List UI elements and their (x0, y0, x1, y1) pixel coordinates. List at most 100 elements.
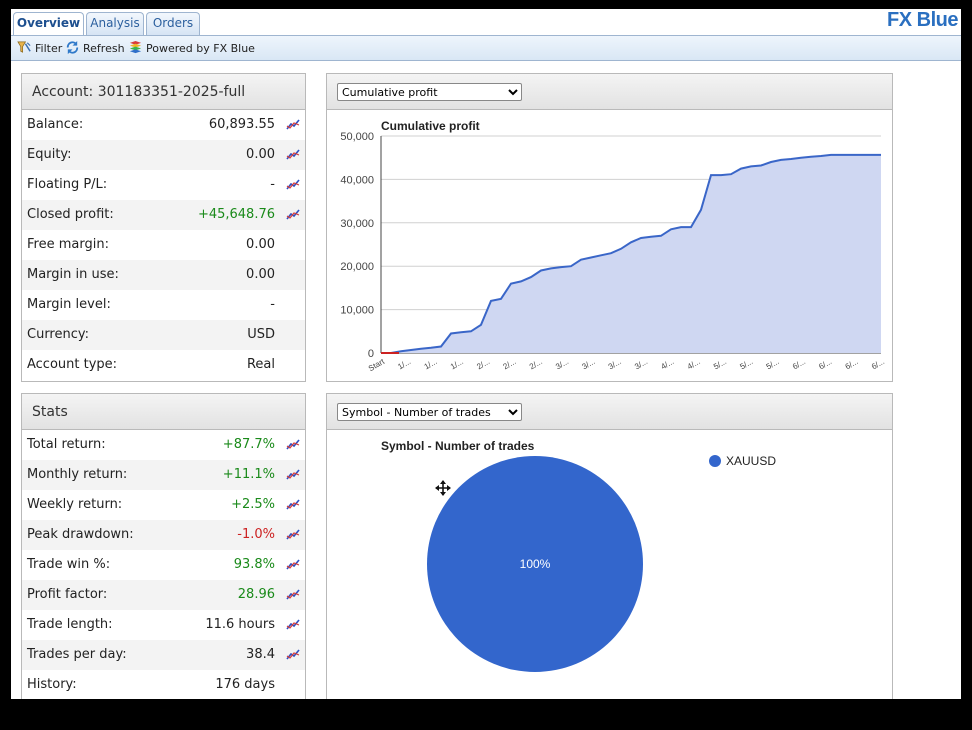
pie-chart-panel: Symbol - Number of trades Symbol - Numbe… (326, 393, 893, 699)
pie-slice[interactable] (427, 456, 643, 672)
filter-button[interactable]: Filter (17, 40, 62, 57)
account-rows: Balance: 60,893.55 Equity: 0.00 Floating P/L… (22, 110, 305, 380)
x-tick-label: 6/... (844, 357, 860, 371)
chart-type-select[interactable]: Cumulative profit (337, 83, 522, 101)
stats-title: Stats (22, 394, 305, 430)
powered-by-label: Powered by FX Blue (146, 42, 255, 55)
profit-chart-area: Cumulative profit 0 10,000 20,000 30,000 40,0… (327, 110, 892, 385)
refresh-label: Refresh (83, 42, 125, 55)
account-panel: Account: 301183351-2025-full Balance: 60,… (21, 73, 306, 382)
row-label: History: (27, 677, 77, 692)
account-row: Currency: USD (22, 320, 305, 350)
row-label: Equity: (27, 147, 72, 162)
legend-label: XAUUSD (726, 454, 776, 468)
x-tick-label: 1/... (449, 357, 465, 371)
x-tick-label: 2/... (528, 357, 544, 371)
fx-blue-logo: FX Blue (887, 9, 958, 31)
refresh-icon (66, 40, 79, 55)
row-label: Balance: (27, 117, 84, 132)
row-value: 28.96 (237, 587, 275, 602)
filter-icon (17, 41, 31, 53)
tab-analysis[interactable]: Analysis (86, 12, 144, 35)
row-value: 176 days (215, 677, 275, 692)
row-value: 60,893.55 (208, 117, 275, 132)
cumulative-profit-chart: Cumulative profit 0 10,000 20,000 30,000 40,0… (340, 119, 886, 373)
stats-row: Total return: +87.7% (22, 430, 305, 460)
mini-chart-icon[interactable] (286, 118, 300, 130)
x-tick-label: 2/... (502, 357, 518, 371)
y-tick-label: 10,000 (340, 305, 374, 317)
mini-chart-icon[interactable] (286, 588, 300, 600)
mini-chart-icon[interactable] (286, 468, 300, 480)
move-cursor-icon (435, 480, 451, 496)
row-label: Total return: (27, 437, 106, 452)
row-value: +11.1% (222, 467, 275, 482)
account-row: Balance: 60,893.55 (22, 110, 305, 140)
x-tick-label: 1/... (423, 357, 439, 371)
y-tick-label: 30,000 (340, 218, 374, 230)
row-value: 11.6 hours (205, 617, 275, 632)
row-label: Profit factor: (27, 587, 108, 602)
stats-row: Weekly return: +2.5% (22, 490, 305, 520)
stats-row: Trades per day: 38.4 (22, 640, 305, 670)
y-tick-label: 50,000 (340, 131, 374, 143)
account-row: Margin in use: 0.00 (22, 260, 305, 290)
breakdown-select[interactable]: Symbol - Number of trades (337, 403, 522, 421)
symbol-pie-chart: Symbol - Number of trades 100% XAUUSD (381, 439, 776, 672)
row-label: Account type: (27, 357, 118, 372)
account-row: Equity: 0.00 (22, 140, 305, 170)
mini-chart-icon[interactable] (286, 618, 300, 630)
pie-chart-area: Symbol - Number of trades 100% XAUUSD (327, 430, 892, 699)
row-label: Peak drawdown: (27, 527, 134, 542)
y-tick-label: 40,000 (340, 174, 374, 186)
row-value: USD (247, 327, 275, 342)
x-tick-label: 5/... (712, 357, 728, 371)
row-label: Currency: (27, 327, 90, 342)
mini-chart-icon[interactable] (286, 498, 300, 510)
app-window: Overview Analysis Orders FX Blue Filter … (11, 9, 961, 699)
x-tick-label: 4/... (659, 357, 675, 371)
mini-chart-icon[interactable] (286, 558, 300, 570)
series-area (381, 154, 881, 353)
tab-overview[interactable]: Overview (13, 12, 84, 36)
row-label: Margin in use: (27, 267, 119, 282)
stats-panel: Stats Total return: +87.7% Monthly return:… (21, 393, 306, 699)
stats-row: Profit factor: 28.96 (22, 580, 305, 610)
mini-chart-icon[interactable] (286, 178, 300, 190)
tab-bar: Overview Analysis Orders FX Blue (11, 9, 961, 36)
powered-by-link[interactable]: Powered by FX Blue (128, 40, 255, 57)
mini-chart-icon[interactable] (286, 208, 300, 220)
mini-chart-icon[interactable] (286, 148, 300, 160)
mini-chart-icon[interactable] (286, 648, 300, 660)
row-label: Floating P/L: (27, 177, 108, 192)
stats-rows: Total return: +87.7% Monthly return: +11.1%… (22, 430, 305, 699)
stats-row: Peak drawdown: -1.0% (22, 520, 305, 550)
x-tick-label: 6/... (817, 357, 833, 371)
mini-chart-icon[interactable] (286, 528, 300, 540)
account-row: Account type: Real (22, 350, 305, 380)
row-value: 0.00 (246, 267, 275, 282)
row-value: 38.4 (246, 647, 275, 662)
account-row: Floating P/L: - (22, 170, 305, 200)
mini-chart-icon[interactable] (286, 438, 300, 450)
row-value: +2.5% (231, 497, 275, 512)
x-tick-label: 6/... (791, 357, 807, 371)
filter-label: Filter (35, 42, 63, 55)
y-tick-label: 0 (368, 348, 374, 360)
tab-orders[interactable]: Orders (146, 12, 200, 35)
toolbar: Filter Refresh Powered by FX Blue (11, 35, 961, 61)
stats-row: Trade length: 11.6 hours (22, 610, 305, 640)
x-tick-label: 6/... (870, 357, 886, 371)
stats-row: Trade win %: 93.8% (22, 550, 305, 580)
chart-title: Symbol - Number of trades (381, 439, 535, 453)
account-title: Account: 301183351-2025-full (22, 74, 305, 110)
row-value: - (270, 297, 275, 312)
row-label: Weekly return: (27, 497, 123, 512)
y-tick-label: 20,000 (340, 261, 374, 273)
row-value: +87.7% (222, 437, 275, 452)
row-value: 0.00 (246, 147, 275, 162)
x-tick-label: 3/... (633, 357, 649, 371)
legend-swatch (709, 455, 721, 467)
refresh-button[interactable]: Refresh (65, 40, 125, 57)
row-value: Real (246, 357, 275, 372)
